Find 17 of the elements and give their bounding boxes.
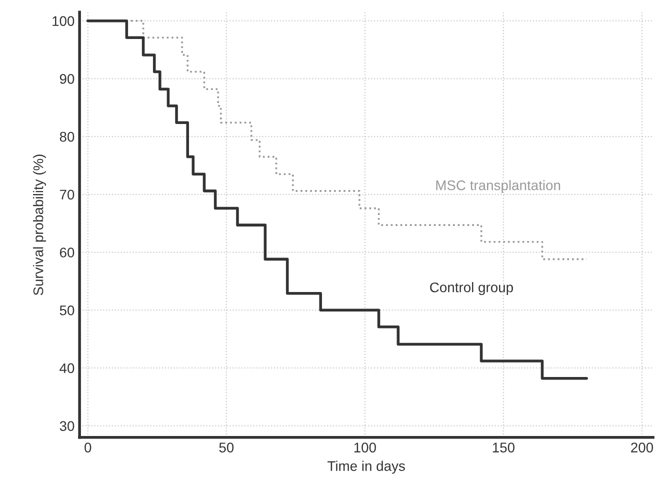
y-tick-label: 100: [52, 16, 74, 26]
y-axis-title: Survival probability (%): [33, 154, 46, 296]
text: Control group: [430, 282, 513, 296]
y-tick-label: 50: [60, 305, 74, 316]
x-tick-label: 200: [631, 442, 654, 452]
x-axis-title: Time in days: [328, 460, 405, 474]
x-tick-label: 150: [492, 442, 514, 452]
x-tick-label: 100: [354, 442, 376, 452]
y-tick-label: 40: [60, 363, 74, 374]
text: MSC transplantation: [436, 180, 560, 193]
y-tick-label: 90: [60, 74, 74, 84]
y-tick-label: 60: [60, 248, 74, 258]
y-tick-label: 30: [60, 421, 74, 431]
x-tick-label: 0: [84, 442, 92, 452]
x-tick-label: 50: [219, 442, 234, 452]
y-tick-label: 70: [60, 190, 74, 200]
y-tick-label: 80: [60, 132, 74, 142]
